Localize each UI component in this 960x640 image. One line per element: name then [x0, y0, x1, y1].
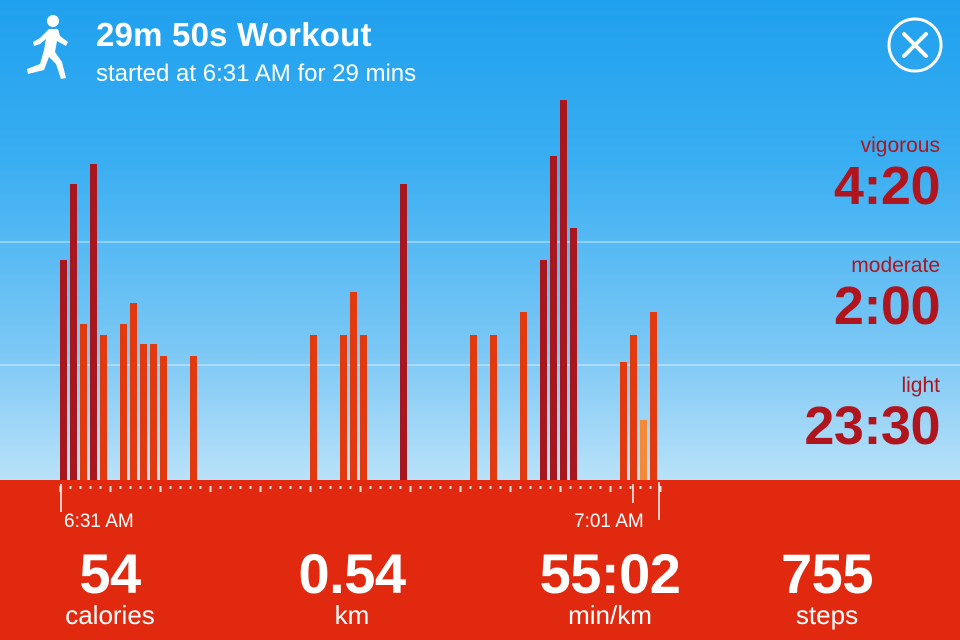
- timeline-start-label: 6:31 AM: [64, 511, 134, 532]
- activity-bar: [90, 164, 97, 480]
- intensity-moderate: moderate 2:00: [833, 254, 941, 336]
- stat-value: 0.54: [298, 542, 407, 605]
- activity-bar: [310, 335, 317, 480]
- activity-bar: [640, 420, 647, 480]
- activity-bar: [620, 362, 627, 480]
- intensity-light: light 23:30: [804, 374, 940, 454]
- close-circle-icon[interactable]: [886, 16, 944, 74]
- activity-bar: [120, 324, 127, 480]
- intensity-value: 4:20: [833, 156, 941, 216]
- workout-title: 29m 50s Workout: [96, 16, 372, 53]
- stat-unit: km: [334, 600, 370, 630]
- stat-pace: 55:02 min/km: [510, 542, 710, 631]
- intensity-label: vigorous: [860, 134, 940, 157]
- activity-bar: [560, 100, 567, 480]
- timeline-end-label: 7:01 AM: [574, 511, 644, 532]
- intensity-value: 2:00: [833, 276, 941, 336]
- workout-start-time: started at 6:31 AM for 29 mins: [96, 60, 417, 87]
- intensity-label: moderate: [851, 254, 940, 277]
- activity-bar: [80, 324, 87, 480]
- activity-bar: [650, 312, 657, 480]
- activity-bar: [630, 335, 637, 480]
- activity-bar: [130, 303, 137, 480]
- intensity-value: 23:30: [804, 396, 940, 456]
- activity-bar: [60, 260, 67, 480]
- activity-bar: [160, 356, 167, 480]
- chart-gridline: [0, 241, 960, 243]
- activity-bar: [570, 228, 577, 480]
- activity-bar: [100, 335, 107, 480]
- activity-bar: [490, 335, 497, 480]
- activity-bar: [520, 312, 527, 480]
- activity-bar: [400, 184, 407, 480]
- stat-unit: calories: [65, 600, 155, 630]
- chart-gridline: [0, 364, 960, 366]
- intensity-label: light: [901, 374, 940, 397]
- activity-bar: [340, 335, 347, 480]
- runner-icon: [27, 15, 68, 79]
- stat-value: 55:02: [539, 542, 681, 605]
- stat-calories: 54 calories: [10, 542, 210, 631]
- stat-unit: min/km: [568, 600, 652, 630]
- activity-bar: [70, 184, 77, 480]
- stat-distance: 0.54 km: [252, 542, 452, 631]
- intensity-vigorous: vigorous 4:20: [833, 134, 941, 216]
- summary-footer: [0, 480, 960, 640]
- stat-steps: 755 steps: [727, 542, 927, 631]
- activity-bar: [350, 292, 357, 480]
- activity-bar: [190, 356, 197, 480]
- stat-unit: steps: [795, 600, 859, 630]
- stat-value: 54: [79, 542, 141, 605]
- activity-bar: [540, 260, 547, 480]
- activity-bar: [470, 335, 477, 480]
- activity-bar: [360, 335, 367, 480]
- activity-bar: [550, 156, 557, 480]
- stat-value: 755: [781, 542, 873, 605]
